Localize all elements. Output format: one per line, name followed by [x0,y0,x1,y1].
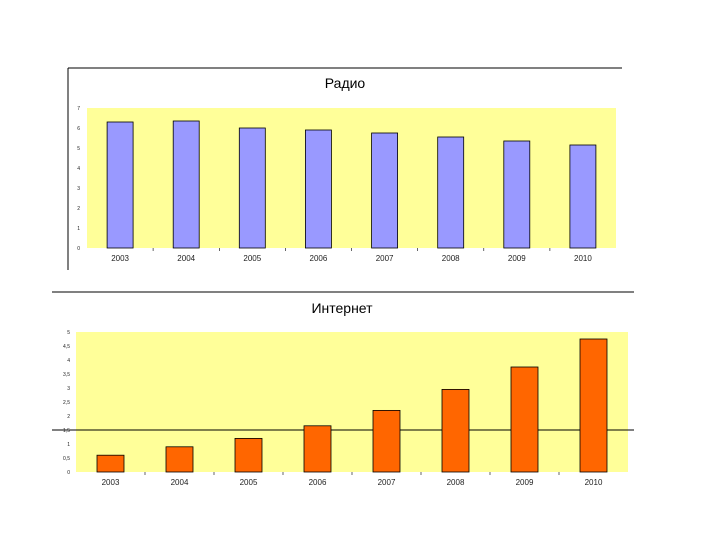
radio-bar-2004 [172,120,200,249]
internet-y-tick-label: 2 [67,414,70,420]
radio-x-tick-label: 2010 [574,254,592,263]
internet-x-ticks: 2003 2004 2005 2006 2007 2008 2009 2010 [102,472,603,487]
radio-bar-2007 [371,132,399,249]
internet-y-tick-label: 4 [67,358,70,364]
internet-chart-title: Интернет [311,300,373,316]
internet-x-tick-label: 2004 [171,478,189,487]
internet-x-tick-label: 2010 [585,478,603,487]
radio-bar-2006 [304,129,332,249]
radio-bar-2009 [503,140,531,249]
internet-bar-2009 [510,366,539,473]
radio-x-tick-label: 2009 [508,254,526,263]
radio-y-ticks: 0 1 2 3 4 5 6 7 [77,106,80,252]
radio-x-tick-label: 2003 [111,254,129,263]
internet-y-tick-label: 1,5 [63,428,70,434]
radio-bar-2010 [569,144,597,249]
radio-y-tick-label: 6 [77,126,80,132]
radio-bar-2003 [106,121,134,249]
internet-x-tick-label: 2008 [447,478,465,487]
internet-x-tick-label: 2003 [102,478,120,487]
internet-x-tick-label: 2005 [240,478,258,487]
radio-x-tick-label: 2008 [442,254,460,263]
internet-bar-2008 [441,388,470,473]
radio-x-ticks: 2003 2004 2005 2006 2007 2008 2009 2010 [111,248,592,263]
radio-y-tick-label: 0 [77,246,80,252]
internet-y-tick-label: 4,5 [63,344,70,350]
internet-x-tick-label: 2009 [516,478,534,487]
radio-bars [106,120,597,249]
internet-y-tick-label: 3 [67,386,70,392]
internet-y-tick-label: 0,5 [63,456,70,462]
radio-y-tick-label: 3 [77,186,80,192]
radio-y-tick-label: 1 [77,226,80,232]
radio-y-tick-label: 4 [77,166,80,172]
internet-y-tick-label: 2,5 [63,400,70,406]
radio-x-tick-label: 2004 [177,254,195,263]
radio-y-tick-label: 7 [77,106,80,112]
internet-bar-2003 [96,454,125,473]
radio-bar-2008 [437,136,465,249]
radio-y-tick-label: 5 [77,146,80,152]
radio-plot-area [87,108,616,248]
radio-x-tick-label: 2006 [310,254,328,263]
internet-bar-2005 [234,437,263,473]
radio-chart-title: Радио [325,75,366,91]
internet-y-tick-label: 3,5 [63,372,70,378]
internet-y-tick-label: 1 [67,442,70,448]
internet-x-tick-label: 2007 [378,478,396,487]
internet-bar-2006 [303,425,332,473]
internet-bar-2010 [579,338,608,473]
internet-bar-2007 [372,409,401,473]
radio-x-tick-label: 2007 [376,254,394,263]
internet-y-tick-label: 5 [67,330,70,336]
internet-bar-2004 [165,446,194,473]
internet-y-ticks: 0 0,5 1 1,5 2 2,5 3 3,5 4 4,5 5 [63,330,70,476]
internet-chart: Интернет 00,511,522,533,544,55 2003 2004 2… [52,300,634,487]
internet-y-tick-label: 0 [67,470,70,476]
internet-bars [96,338,608,473]
radio-bar-2005 [238,127,266,249]
radio-y-tick-label: 2 [77,206,80,212]
radio-x-tick-label: 2005 [243,254,261,263]
internet-x-tick-label: 2006 [309,478,327,487]
internet-plot-area [76,332,628,472]
